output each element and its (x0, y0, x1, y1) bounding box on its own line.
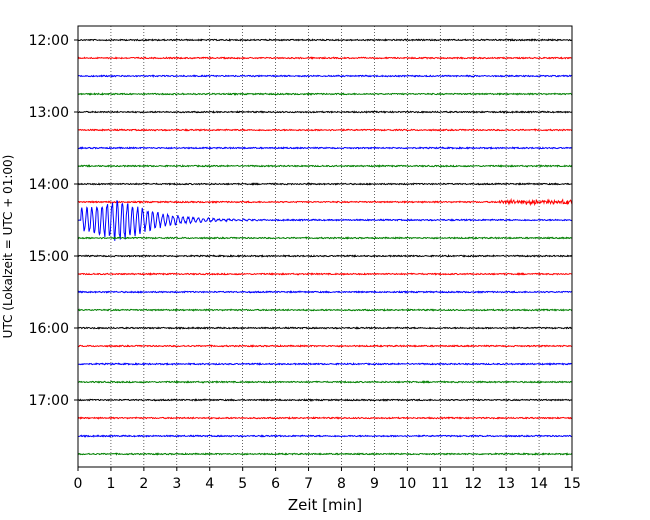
trace-1315 (77, 128, 573, 132)
trace-1400 (77, 182, 573, 186)
x-tick-label: 1 (106, 476, 115, 492)
trace-1730 (77, 434, 573, 438)
y-tick-label: 15:00 (29, 249, 69, 265)
y-tick-label: 16:00 (29, 321, 69, 337)
trace-1500 (78, 254, 573, 258)
trace-1345 (77, 164, 572, 168)
trace-1445 (77, 236, 573, 240)
x-axis-label: Zeit [min] (288, 496, 362, 514)
trace-1415 (77, 197, 573, 207)
x-tick-label: 7 (304, 476, 313, 492)
x-tick-label: 5 (238, 476, 247, 492)
x-tick-label: 8 (337, 476, 346, 492)
trace-1630 (77, 362, 573, 366)
x-tick-label: 10 (398, 476, 416, 492)
y-axis-label: UTC (Lokalzeit = UTC + 01:00) (1, 155, 15, 339)
trace-1200 (77, 38, 573, 42)
trace-1515 (77, 272, 573, 276)
y-tick-label: 14:00 (29, 177, 69, 193)
x-axis-ticks: 0 1 2 3 4 5 6 7 8 9 10 11 12 13 14 15 (74, 467, 581, 492)
y-tick-label: 17:00 (29, 393, 69, 409)
y-tick-label: 12:00 (29, 33, 69, 49)
x-tick-label: 6 (271, 476, 280, 492)
plot-frame (77, 25, 573, 468)
trace-1745 (77, 452, 573, 456)
x-tick-label: 2 (139, 476, 148, 492)
x-tick-label: 12 (464, 476, 482, 492)
y-tick-label: 13:00 (29, 105, 69, 121)
x-tick-label: 3 (172, 476, 181, 492)
trace-1430 (77, 200, 573, 241)
trace-1600 (77, 326, 573, 330)
y-axis-ticks: 12:00 13:00 14:00 15:00 16:00 17:00 (29, 33, 78, 409)
trace-1215 (77, 56, 573, 60)
trace-1230 (77, 74, 573, 78)
x-tick-label: 15 (563, 476, 581, 492)
x-tick-label: 4 (205, 476, 214, 492)
x-tick-label: 11 (431, 476, 449, 492)
trace-1330 (77, 146, 573, 150)
x-tick-label: 14 (530, 476, 548, 492)
trace-1545 (77, 308, 573, 312)
x-tick-label: 9 (370, 476, 379, 492)
x-tick-label: 0 (74, 476, 83, 492)
trace-1700 (77, 398, 573, 402)
trace-1245 (77, 92, 573, 96)
trace-1645 (77, 380, 573, 384)
trace-1530 (77, 290, 573, 294)
trace-layer (77, 38, 573, 456)
trace-1615 (77, 344, 573, 348)
trace-1300 (77, 110, 573, 114)
x-tick-label: 13 (497, 476, 515, 492)
trace-1715 (77, 416, 573, 420)
